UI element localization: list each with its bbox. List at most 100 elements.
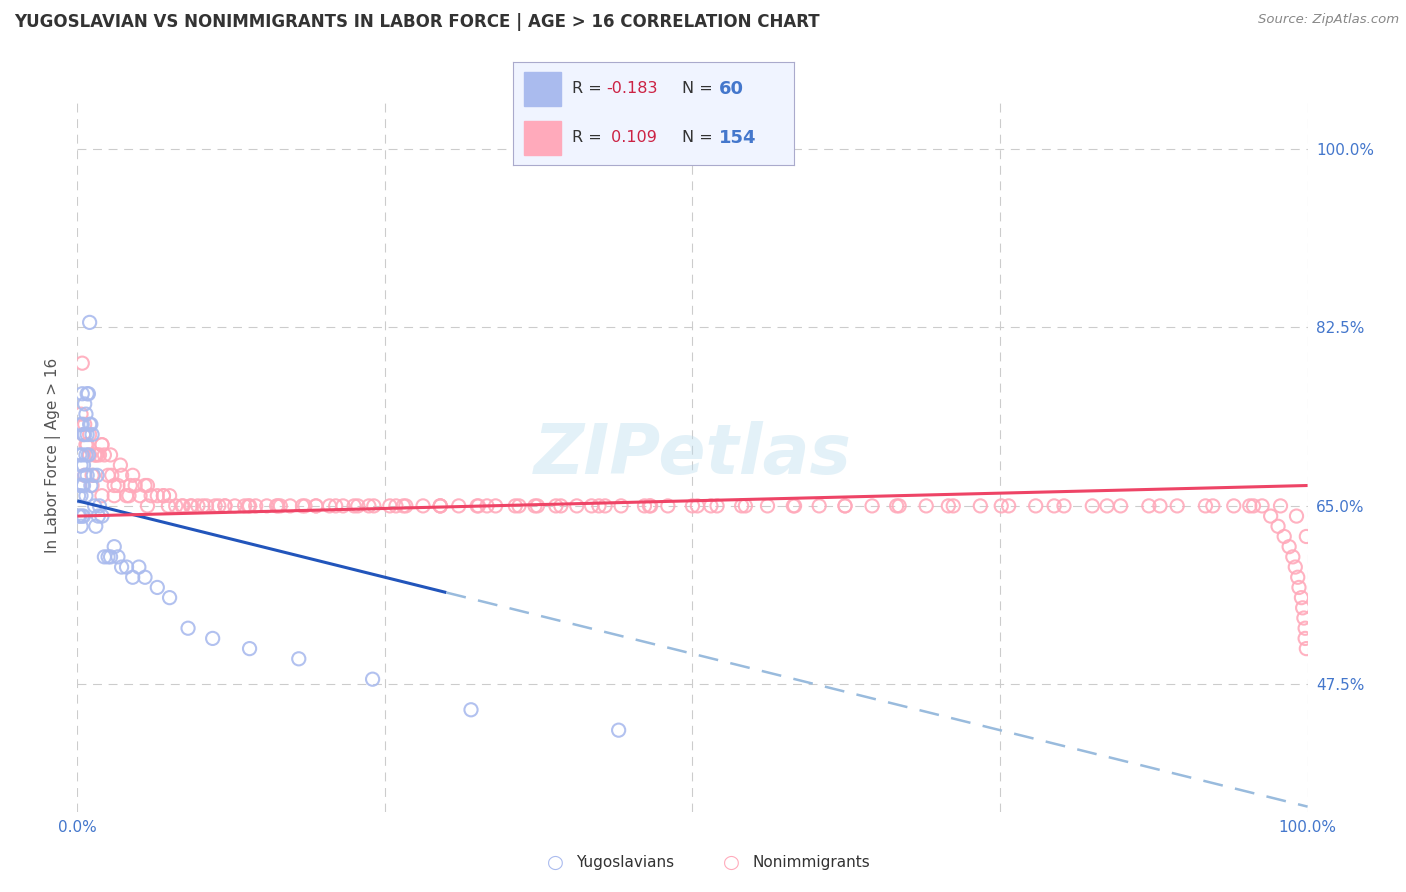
Point <box>460 703 482 717</box>
Point <box>82 468 104 483</box>
Point <box>76 438 98 452</box>
Point <box>1149 499 1171 513</box>
Point <box>475 499 498 513</box>
Text: Yugoslavians: Yugoslavians <box>576 855 675 870</box>
Point <box>1081 499 1104 513</box>
Text: 0.109: 0.109 <box>606 130 657 145</box>
Point <box>783 499 806 513</box>
Point <box>128 560 150 574</box>
Text: R =: R = <box>572 81 607 96</box>
Point <box>1294 632 1316 646</box>
Point <box>77 448 100 462</box>
Point <box>447 499 470 513</box>
Point <box>72 509 94 524</box>
Point <box>363 499 385 513</box>
Point <box>79 417 101 432</box>
Point <box>70 458 93 472</box>
Point <box>90 438 114 452</box>
Point <box>118 489 141 503</box>
Point <box>385 499 408 513</box>
Point <box>1166 499 1188 513</box>
Point <box>706 499 728 513</box>
Point <box>121 468 143 483</box>
Y-axis label: In Labor Force | Age > 16: In Labor Force | Age > 16 <box>45 358 62 552</box>
Point <box>70 448 93 462</box>
Point <box>73 427 96 442</box>
Point <box>834 499 856 513</box>
Point <box>1239 499 1261 513</box>
Point <box>103 489 125 503</box>
Point <box>107 478 129 492</box>
Point <box>700 499 723 513</box>
Point <box>256 499 278 513</box>
Point <box>1025 499 1047 513</box>
Point <box>115 560 138 574</box>
Point <box>83 448 105 462</box>
Point <box>87 509 110 524</box>
Point <box>111 468 132 483</box>
Point <box>1292 611 1315 625</box>
Point <box>100 448 122 462</box>
Text: -0.183: -0.183 <box>606 81 658 96</box>
Point <box>429 499 451 513</box>
Point <box>90 489 114 503</box>
Point <box>69 478 91 492</box>
Point <box>80 417 103 432</box>
Text: Nonimmigrants: Nonimmigrants <box>752 855 870 870</box>
Point <box>593 499 616 513</box>
Point <box>938 499 960 513</box>
Point <box>70 478 93 492</box>
Point <box>82 427 104 442</box>
Point <box>294 499 316 513</box>
Point <box>834 499 856 513</box>
Point <box>72 478 94 492</box>
Text: R =: R = <box>572 130 607 145</box>
Point <box>412 499 434 513</box>
Point <box>288 652 311 666</box>
Point <box>278 499 301 513</box>
Point <box>115 489 138 503</box>
Point <box>610 499 633 513</box>
Point <box>93 549 115 564</box>
Point <box>305 499 328 513</box>
Point <box>1292 600 1315 615</box>
Point <box>238 499 260 513</box>
Point <box>76 427 98 442</box>
Point <box>465 499 488 513</box>
Point <box>70 489 93 503</box>
Point <box>318 499 340 513</box>
Point <box>86 448 108 462</box>
Point <box>204 499 226 513</box>
Point <box>214 499 236 513</box>
Point <box>305 499 328 513</box>
Point <box>1223 499 1246 513</box>
Point <box>90 509 114 524</box>
Point <box>325 499 347 513</box>
Point <box>395 499 418 513</box>
Text: N =: N = <box>682 130 718 145</box>
Point <box>1295 641 1317 656</box>
Point <box>180 499 202 513</box>
Point <box>544 499 567 513</box>
Point <box>69 448 91 462</box>
Point <box>82 468 104 483</box>
Point <box>269 499 291 513</box>
Point <box>152 489 174 503</box>
Point <box>146 581 169 595</box>
Point <box>90 438 114 452</box>
Point <box>121 570 143 584</box>
Point <box>1137 499 1160 513</box>
Point <box>633 499 655 513</box>
Point <box>165 499 187 513</box>
Point <box>734 499 756 513</box>
Point <box>129 489 152 503</box>
Point <box>146 489 169 503</box>
Point <box>72 427 94 442</box>
Point <box>969 499 991 513</box>
Point <box>69 509 91 524</box>
Point <box>782 499 804 513</box>
Point <box>84 519 107 533</box>
Point <box>134 570 156 584</box>
Point <box>73 417 96 432</box>
Point <box>93 448 115 462</box>
